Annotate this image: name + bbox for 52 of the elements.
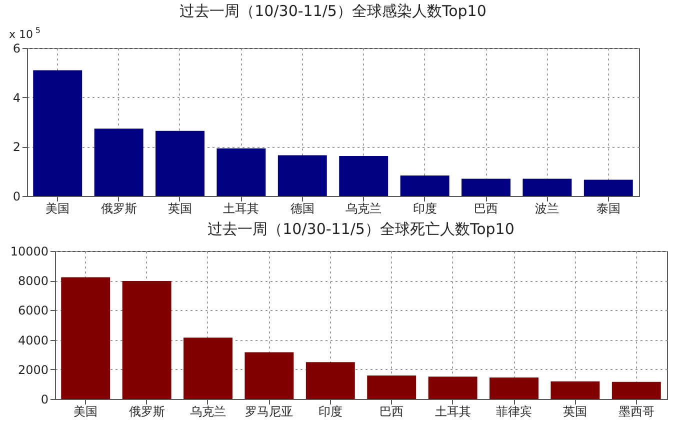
bar [612,382,661,399]
x-tick-label: 菲律宾 [496,404,532,418]
x-tick-label: 巴西 [380,404,404,418]
bar [428,376,478,399]
y-tick-label: 4 [12,90,20,105]
x-tick-label: 波兰 [535,202,560,216]
x-tick-label: 美国 [46,202,70,216]
x-tick-label: 美国 [74,404,98,418]
bar [244,352,294,399]
bar [33,70,82,196]
bar [400,176,450,196]
y-tick-label: 0 [40,392,48,406]
chart-title: 过去一周（10/30-11/5）全球死亡人数Top10 [208,220,514,238]
x-tick-label: 泰国 [596,202,620,216]
y-tick-label: 2 [12,140,20,154]
bar [306,362,355,399]
y-tick-label: 4000 [18,333,48,348]
bar [216,148,266,196]
bar [278,155,327,196]
x-tick-label: 德国 [290,202,314,216]
bar [184,338,232,399]
y-tick-label: 6 [12,42,20,56]
x-tick-label: 巴西 [474,202,498,216]
bar [550,381,600,399]
bar [522,178,572,196]
x-tick-label: 罗马尼亚 [245,404,294,418]
bar [462,178,510,196]
x-tick-label: 墨西哥 [618,404,654,418]
bar [122,281,172,399]
x-tick-label: 土耳其 [434,404,471,418]
x-tick-label: 英国 [563,404,588,418]
x-tick-label: 乌克兰 [190,404,226,418]
x-tick-label: 乌克兰 [346,202,382,216]
bar [584,180,633,196]
x-tick-label: 土耳其 [223,202,260,216]
bar [94,128,144,196]
x-tick-label: 俄罗斯 [128,404,165,418]
y-tick-label: 10000 [10,244,48,258]
bar [61,277,110,399]
chart-title: 过去一周（10/30-11/5）全球感染人数Top10 [180,2,486,20]
y-tick-label: 0 [12,190,20,204]
x-tick-label: 俄罗斯 [100,202,137,216]
bar [367,375,416,399]
x-tick-label: 英国 [168,202,192,216]
y-tick-label: 2000 [18,362,48,377]
x-tick-label: 印度 [318,404,342,418]
bar [339,156,388,196]
x-tick-label: 印度 [412,202,437,216]
y-tick-label: 6000 [18,304,48,318]
bar [156,130,204,196]
y-tick-label: 8000 [18,274,48,288]
bar [490,378,538,399]
